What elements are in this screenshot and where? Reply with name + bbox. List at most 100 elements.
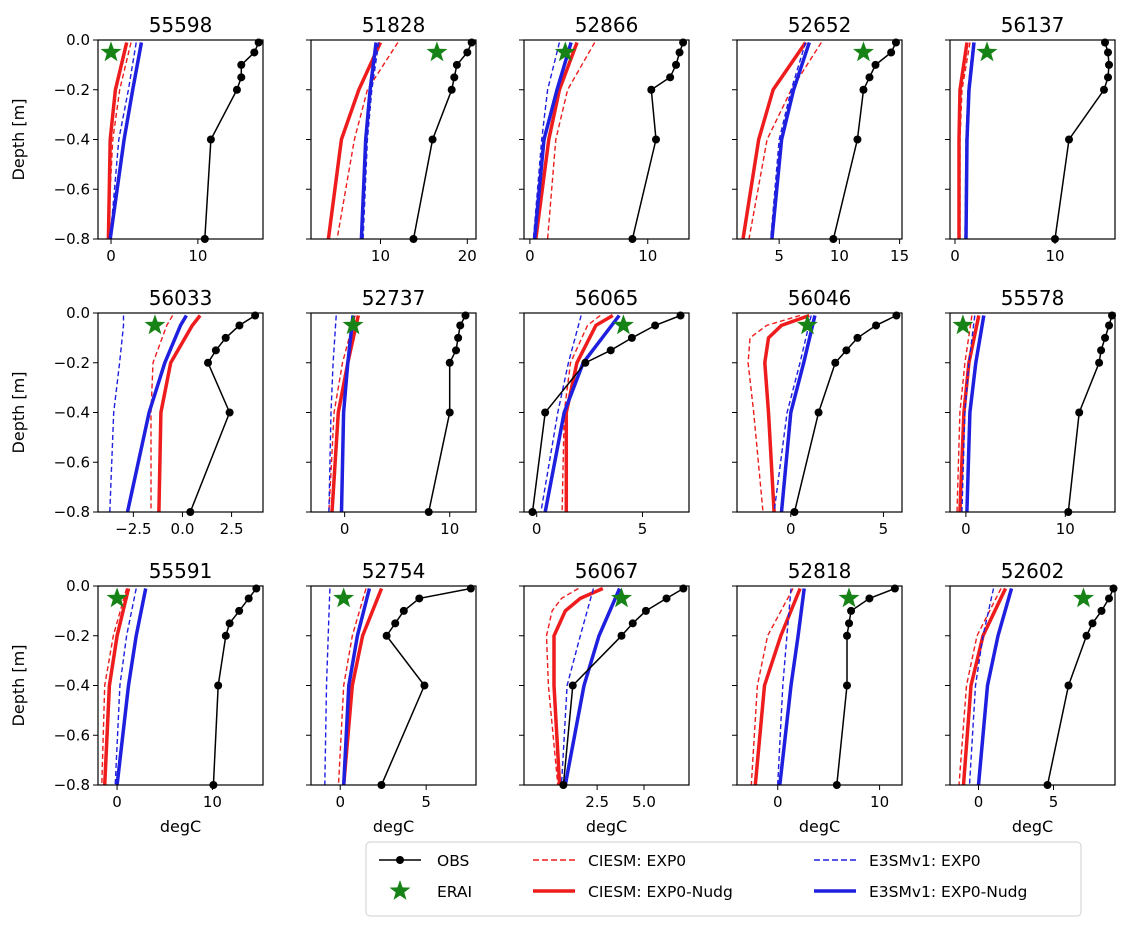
erai-star <box>952 314 974 335</box>
obs-point <box>652 135 660 144</box>
panel-title: 56046 <box>788 286 852 310</box>
panel-52754: 52754 0 5 degC <box>306 559 477 836</box>
x-tick-label: 0 <box>786 520 796 538</box>
obs-point <box>450 73 459 82</box>
panel-56137: 56137 0 10 <box>945 13 1116 265</box>
plot-area <box>750 587 896 785</box>
series-e3sm_nudg <box>341 588 372 785</box>
axes-frame <box>736 39 903 240</box>
series-e3sm_exp0 <box>961 315 976 512</box>
panel-52866: 52866 0 10 <box>519 13 690 265</box>
x-axis-label: degC <box>586 817 627 836</box>
erai-star <box>1073 587 1094 608</box>
obs-point <box>237 73 246 82</box>
erai-star <box>613 314 634 335</box>
axes-frame <box>310 585 477 786</box>
axes-frame <box>97 312 264 513</box>
obs-point <box>221 333 230 342</box>
obs-point <box>1104 48 1112 57</box>
obs-point <box>871 60 880 69</box>
series-e3sm_exp0 <box>560 588 595 785</box>
x-axis-label: degC <box>373 817 414 836</box>
erai-star <box>554 41 576 62</box>
panel-55598: 55598 0.0 −0.2 −0.4 −0.6 −0.8 0 10 Depth [m] <box>9 13 264 265</box>
legend-obs-marker <box>396 856 404 864</box>
y-tick-label: −0.8 <box>54 776 90 794</box>
series-ciesm_nudg <box>534 41 579 239</box>
obs-point <box>1101 333 1110 342</box>
series-ciesm_exp0 <box>748 42 822 239</box>
series-e3sm_nudg <box>108 42 144 239</box>
panel-52818: 52818 0 10 degC <box>732 559 903 836</box>
x-axis-label: degC <box>1012 817 1053 836</box>
obs-point <box>1065 135 1073 144</box>
obs-point <box>206 135 215 144</box>
erai-star <box>838 587 860 608</box>
obs-point <box>382 631 391 640</box>
series-obs <box>562 587 684 785</box>
obs-point <box>1095 358 1104 367</box>
obs-point <box>1088 619 1097 628</box>
legend-obs-label: OBS <box>437 852 469 870</box>
series-ciesm_exp0 <box>150 315 174 512</box>
plot-area <box>958 587 1115 785</box>
series-ciesm_exp0 <box>101 588 128 785</box>
panel-grid: 55598 0.0 −0.2 −0.4 −0.6 −0.8 0 10 Depth [m] 5182… <box>9 13 1118 836</box>
series-ciesm_nudg <box>957 42 969 239</box>
series-ciesm_exp0 <box>545 587 579 785</box>
series-obs <box>412 42 473 239</box>
legend-ciesm-nudg-label: CIESM: EXP0-Nudg <box>588 883 733 901</box>
series-obs <box>1067 315 1113 512</box>
series-e3sm_nudg <box>778 588 806 785</box>
plot-area <box>957 42 1110 239</box>
obs-point <box>1075 408 1084 417</box>
panel-title: 55598 <box>149 13 213 37</box>
plot-area <box>741 41 897 239</box>
obs-point <box>662 594 671 603</box>
panel-51828: 51828 10 20 <box>306 13 477 265</box>
obs-point <box>463 48 472 57</box>
panel-52602: 52602 0 5 degC <box>945 559 1118 836</box>
series-ciesm_exp0 <box>337 588 367 785</box>
series-ciesm_nudg <box>753 587 802 785</box>
series-ciesm_exp0 <box>958 588 1002 785</box>
series-e3sm_nudg <box>965 315 986 512</box>
obs-point <box>887 48 896 57</box>
x-tick-label: 2.5 <box>585 793 609 811</box>
axes-frame <box>523 39 690 240</box>
axes-frame <box>97 39 264 240</box>
obs-point <box>428 135 437 144</box>
obs-point <box>675 48 684 57</box>
y-tick-label: −0.2 <box>54 354 90 372</box>
x-tick-label: 10 <box>1045 247 1064 265</box>
series-ciesm_nudg <box>763 313 810 512</box>
obs-point <box>845 619 854 628</box>
series-ciesm_nudg <box>552 586 604 785</box>
obs-point <box>843 631 851 640</box>
erai-star <box>797 314 818 335</box>
y-tick-label: −0.8 <box>54 503 90 521</box>
obs-point <box>647 85 656 94</box>
x-tick-label: 0 <box>340 520 350 538</box>
legend-e3sm-nudg-label: E3SMv1: EXP0-Nudg <box>869 883 1027 901</box>
obs-point <box>420 681 429 690</box>
series-e3sm_nudg <box>543 314 621 512</box>
series-ciesm_nudg <box>330 315 361 512</box>
axes-frame <box>523 585 690 786</box>
x-tick-label: 2.5 <box>220 520 244 538</box>
x-tick-label: 0 <box>112 793 122 811</box>
x-tick-label: 0 <box>961 520 971 538</box>
series-obs <box>531 314 681 512</box>
y-axis-label: Depth [m] <box>9 645 28 727</box>
obs-point <box>447 85 456 94</box>
series-e3sm_exp0 <box>968 588 995 785</box>
panel-title: 52754 <box>362 559 426 583</box>
obs-point <box>244 594 253 603</box>
x-tick-label: 10 <box>870 793 889 811</box>
series-ciesm_exp0 <box>336 42 399 239</box>
series-e3sm_exp0 <box>777 588 792 785</box>
series-ciesm_exp0 <box>750 588 794 785</box>
panel-55591: 55591 0.0 −0.2 −0.4 −0.6 −0.8 0 10 Depth [m] degC <box>9 559 264 836</box>
x-tick-label: 5 <box>638 520 648 538</box>
